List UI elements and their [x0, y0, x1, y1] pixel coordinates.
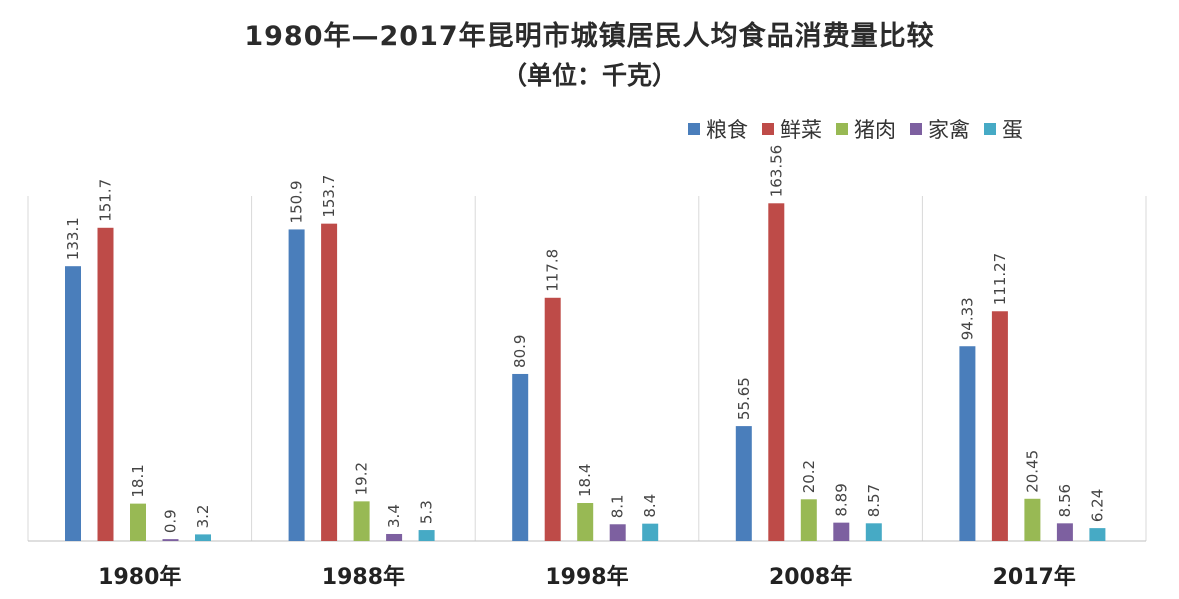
bar — [130, 503, 146, 541]
legend-swatch — [688, 123, 700, 135]
data-label: 3.4 — [385, 504, 403, 528]
legend-label: 猪肉 — [854, 118, 896, 142]
bar — [642, 523, 659, 541]
bar — [97, 227, 114, 541]
bar — [609, 524, 626, 541]
data-label: 8.57 — [865, 484, 883, 517]
category-label: 2008年 — [769, 564, 852, 590]
data-label: 8.89 — [832, 483, 850, 516]
data-label: 163.56 — [767, 145, 785, 198]
bar — [386, 533, 403, 541]
legend-swatch — [910, 123, 922, 135]
bar — [1089, 528, 1106, 541]
bar — [833, 522, 850, 541]
bar — [162, 539, 179, 541]
legend-item: 猪肉 — [836, 114, 896, 144]
data-label: 18.4 — [576, 464, 594, 497]
bar — [321, 223, 338, 541]
chart-legend: 粮食 鲜菜 猪肉 家禽 蛋 — [688, 114, 1023, 144]
category-label: 1998年 — [545, 564, 628, 590]
legend-label: 鲜菜 — [780, 118, 822, 142]
bar — [1056, 523, 1073, 541]
bar — [512, 373, 529, 541]
data-label: 55.65 — [735, 377, 753, 420]
legend-label: 蛋 — [1002, 118, 1023, 142]
bar — [768, 203, 785, 542]
data-label: 19.2 — [353, 462, 371, 495]
data-label: 94.33 — [958, 297, 976, 340]
data-label: 153.7 — [320, 175, 338, 218]
bar — [544, 297, 561, 541]
bar — [353, 501, 370, 541]
bar — [1024, 498, 1041, 541]
bar — [288, 229, 305, 541]
bar — [418, 530, 435, 541]
legend-item: 蛋 — [984, 114, 1023, 144]
bar — [195, 534, 211, 541]
data-label: 8.4 — [641, 494, 659, 518]
legend-label: 粮食 — [706, 118, 748, 142]
chart-subtitle: （单位：千克） — [501, 61, 677, 90]
data-label: 20.2 — [800, 460, 818, 493]
data-label: 151.7 — [97, 179, 115, 222]
bar — [65, 266, 81, 541]
category-label: 2017年 — [993, 564, 1076, 590]
chart-title: 1980年—2017年昆明市城镇居民人均食品消费量比较 — [244, 21, 935, 52]
data-label: 8.56 — [1056, 484, 1074, 517]
legend-item: 粮食 — [688, 114, 748, 144]
category-label: 1980年 — [98, 564, 181, 590]
data-label: 111.27 — [991, 253, 1009, 306]
data-label: 150.9 — [288, 180, 306, 223]
bar — [959, 346, 976, 541]
data-label: 133.1 — [64, 217, 82, 260]
legend-swatch — [984, 123, 996, 135]
legend-item: 家禽 — [910, 114, 970, 144]
data-label: 0.9 — [162, 509, 180, 533]
data-label: 18.1 — [129, 464, 147, 497]
category-label: 1988年 — [322, 564, 405, 590]
data-label: 8.1 — [609, 494, 627, 518]
data-label: 117.8 — [544, 249, 562, 292]
legend-item: 鲜菜 — [762, 114, 822, 144]
data-label: 6.24 — [1088, 489, 1106, 522]
bar — [991, 311, 1008, 541]
data-label: 80.9 — [511, 335, 529, 368]
legend-swatch — [836, 123, 848, 135]
bar — [735, 426, 752, 541]
bar — [577, 503, 594, 541]
legend-label: 家禽 — [928, 118, 970, 142]
data-label: 20.45 — [1023, 450, 1041, 493]
data-label: 3.2 — [194, 505, 212, 529]
bar — [800, 499, 817, 541]
data-label: 5.3 — [418, 500, 436, 524]
bar — [865, 523, 882, 541]
legend-swatch — [762, 123, 774, 135]
